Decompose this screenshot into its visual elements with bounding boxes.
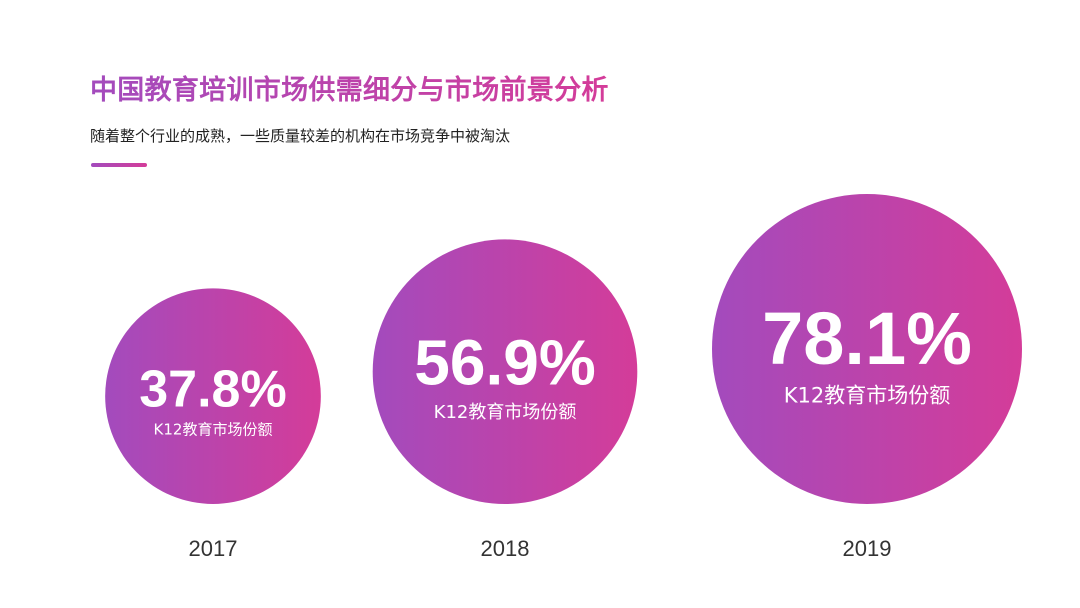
bubble-value-label: 56.9% [414,326,595,398]
chart-year-axis: 2017 2018 2019 [189,536,892,561]
year-tick-label: 2018 [481,536,530,561]
year-tick-label: 2019 [843,536,892,561]
year-tick-label: 2017 [189,536,238,561]
bubble-2017 [105,288,321,504]
page-subtitle: 随着整个行业的成熟，一些质量较差的机构在市场竞争中被淘汰 [90,127,511,145]
chart-bubbles: 37.8%K12教育市场份额56.9%K12教育市场份额78.1%K12教育市场… [105,194,1022,504]
page-title-text: 中国教育培训市场供需细分与市场前景分析 [90,75,609,106]
bubble-value-label: 37.8% [139,361,286,419]
bubble-2019 [712,194,1022,504]
bubble-2018 [372,239,638,504]
title-accent-line [91,163,147,167]
bubble-value-label: 78.1% [762,297,972,380]
bubble-series-label: K12教育市场份额 [784,384,951,408]
bubble-series-label: K12教育市场份额 [154,420,273,438]
page-title: 中国教育培训市场供需细分与市场前景分析 [90,70,609,112]
bubble-series-label: K12教育市场份额 [434,402,577,423]
